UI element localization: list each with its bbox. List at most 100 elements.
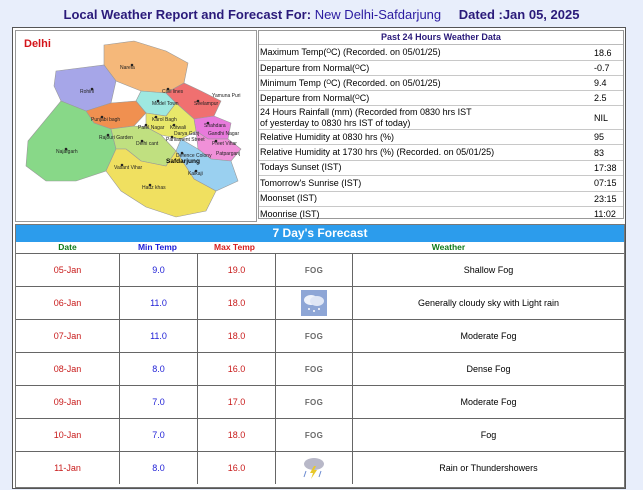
past-row-moonset: Moonset (IST) 23:15 bbox=[259, 192, 623, 207]
forecast-date: 07-Jan bbox=[16, 320, 120, 352]
forecast-row: 05-Jan 9.0 19.0 FOG Shallow Fog bbox=[16, 254, 624, 287]
map-label-delhi-cant: Delhi cant bbox=[136, 141, 159, 147]
past-row-rainfall: 24 Hours Rainfall (mm) (Recorded from 08… bbox=[259, 106, 623, 130]
past-24h-title: Past 24 Hours Weather Data bbox=[259, 31, 623, 45]
map-label-patel-nagar: Patel Nagar bbox=[138, 125, 165, 131]
forecast-min: 7.0 bbox=[120, 419, 198, 451]
forecast-row: 10-Jan 7.0 18.0 FOG Fog bbox=[16, 419, 624, 452]
fog-icon: FOG bbox=[304, 364, 324, 374]
map-label-parliament-street: Parliament Street bbox=[166, 137, 205, 143]
fog-icon: FOG bbox=[304, 265, 324, 275]
title-prefix: Local Weather Report and Forecast For: bbox=[63, 7, 312, 22]
past-row-sunset: Todays Sunset (IST) 17:38 bbox=[259, 161, 623, 177]
past-value: 9.4 bbox=[594, 78, 607, 88]
forecast-date: 06-Jan bbox=[16, 287, 120, 319]
forecast-max: 18.0 bbox=[198, 287, 276, 319]
map-label-patparganj: Patparganj bbox=[216, 151, 240, 157]
past-value: 23:15 bbox=[594, 193, 617, 204]
cloudy-light-rain-icon bbox=[301, 290, 327, 316]
header-min-temp: Min Temp bbox=[137, 242, 178, 252]
forecast-min: 9.0 bbox=[120, 254, 198, 286]
map-label-civil-lines: Civil lines bbox=[162, 89, 184, 95]
forecast-desc: Moderate Fog bbox=[460, 397, 517, 407]
past-value: 11:02 bbox=[594, 209, 616, 220]
past-row-max-temp: Maximum Temp(O C) (Recorded. on 05/01/25)… bbox=[259, 45, 623, 61]
past-row-min-departure: Departure from Normal(O C) 2.5 bbox=[259, 91, 623, 106]
forecast-desc: Fog bbox=[480, 430, 497, 440]
forecast-row: 06-Jan 11.0 18.0 Generally cloudy sky wi… bbox=[16, 287, 624, 320]
forecast-min: 7.0 bbox=[120, 386, 198, 418]
map-label-hauz-khas: Hauz khas bbox=[142, 185, 166, 191]
past-24h-table: Past 24 Hours Weather Data Maximum Temp(… bbox=[258, 30, 624, 219]
map-label-model-town: Model Town bbox=[152, 101, 179, 107]
map-label-narela: Narela bbox=[120, 65, 135, 71]
forecast-table: 7 Day's Forecast Date Min Temp Max Temp … bbox=[15, 224, 625, 488]
forecast-date: 08-Jan bbox=[16, 353, 120, 385]
forecast-max: 18.0 bbox=[198, 320, 276, 352]
forecast-row: 11-Jan 8.0 16.0 Rain or Thundershowers bbox=[16, 452, 624, 484]
forecast-row: 07-Jan 11.0 18.0 FOG Moderate Fog bbox=[16, 320, 624, 353]
delhi-district-map: Delhi Narela bbox=[15, 30, 257, 222]
forecast-desc: Moderate Fog bbox=[460, 331, 517, 341]
past-value: NIL bbox=[594, 112, 609, 123]
header-max-temp: Max Temp bbox=[214, 242, 255, 252]
past-row-rh-1730: Relative Humidity at 1730 hrs (%) (Recor… bbox=[259, 145, 623, 161]
fog-icon: FOG bbox=[304, 397, 324, 407]
past-row-max-departure: Departure from Normal(O C) -0.7 bbox=[259, 61, 623, 76]
map-label-defence-colony: Defence Colony bbox=[176, 153, 212, 159]
forecast-max: 18.0 bbox=[198, 419, 276, 451]
map-label-yamuna-puri: Yamuna Puri bbox=[212, 93, 241, 99]
map-region-label: Delhi bbox=[24, 38, 51, 50]
forecast-desc: Rain or Thundershowers bbox=[439, 463, 538, 473]
fog-icon: FOG bbox=[304, 331, 324, 341]
map-label-vasant-vihar: Vasant Vihar bbox=[114, 165, 143, 171]
forecast-date: 11-Jan bbox=[16, 452, 120, 484]
page-title: Local Weather Report and Forecast For: N… bbox=[0, 0, 643, 30]
past-value: -0.7 bbox=[594, 63, 610, 73]
forecast-max: 16.0 bbox=[198, 353, 276, 385]
map-label-najafgarh: Najafgarh bbox=[56, 149, 78, 155]
forecast-desc: Generally cloudy sky with Light rain bbox=[417, 298, 560, 308]
past-value: 07:15 bbox=[594, 178, 617, 189]
map-label-darya-ganj: Darya Ganj bbox=[174, 131, 199, 137]
forecast-title: 7 Day's Forecast bbox=[16, 225, 624, 242]
forecast-min: 11.0 bbox=[120, 320, 198, 352]
forecast-desc: Shallow Fog bbox=[463, 265, 514, 275]
past-row-rh-0830: Relative Humidity at 0830 hrs (%) 95 bbox=[259, 130, 623, 146]
past-value: 18.6 bbox=[594, 47, 612, 58]
forecast-min: 11.0 bbox=[120, 287, 198, 319]
forecast-max: 19.0 bbox=[198, 254, 276, 286]
past-value: 17:38 bbox=[594, 162, 617, 173]
thunderstorm-rain-icon bbox=[301, 455, 327, 481]
map-label-karol-bagh: Karol Bagh bbox=[152, 117, 177, 123]
past-value: 2.5 bbox=[594, 93, 607, 103]
past-row-min-temp: Minimum Temp (O C) (Recorded. on 05/01/25… bbox=[259, 76, 623, 91]
map-label-safdarjung: Safdarjung bbox=[166, 158, 200, 165]
map-label-kotwali: Kotwali bbox=[170, 125, 186, 131]
title-date: Dated :Jan 05, 2025 bbox=[458, 7, 580, 22]
forecast-header-row: Date Min Temp Max Temp Weather bbox=[16, 242, 624, 254]
map-label-kalkaji: Kalkaji bbox=[188, 171, 203, 177]
past-value: 95 bbox=[594, 132, 605, 143]
forecast-date: 10-Jan bbox=[16, 419, 120, 451]
map-label-punjabi-bagh: Punjabi bagh bbox=[91, 117, 120, 123]
forecast-min: 8.0 bbox=[120, 353, 198, 385]
map-label-rohini: Rohini bbox=[80, 89, 94, 95]
map-label-shahdara: Shahdara bbox=[204, 123, 226, 129]
past-row-moonrise: Moonrise (IST) 11:02 bbox=[259, 207, 623, 221]
report-panel: Delhi Narela bbox=[12, 27, 626, 489]
past-value: 83 bbox=[594, 147, 605, 158]
forecast-min: 8.0 bbox=[120, 452, 198, 484]
forecast-max: 16.0 bbox=[198, 452, 276, 484]
forecast-date: 05-Jan bbox=[16, 254, 120, 286]
header-date: Date bbox=[58, 242, 77, 252]
title-location: New Delhi-Safdarjung bbox=[314, 7, 442, 22]
forecast-row: 09-Jan 7.0 17.0 FOG Moderate Fog bbox=[16, 386, 624, 419]
map-label-rajouri-garden: Rajouri Garden bbox=[99, 135, 133, 141]
map-label-gandhi-nagar: Gandhi Nagar bbox=[208, 131, 239, 137]
fog-icon: FOG bbox=[304, 430, 324, 440]
past-row-sunrise: Tomorrow's Sunrise (IST) 07:15 bbox=[259, 176, 623, 192]
forecast-row: 08-Jan 8.0 16.0 FOG Dense Fog bbox=[16, 353, 624, 386]
forecast-max: 17.0 bbox=[198, 386, 276, 418]
map-label-preet-vihar: Preet Vihar bbox=[212, 141, 237, 147]
